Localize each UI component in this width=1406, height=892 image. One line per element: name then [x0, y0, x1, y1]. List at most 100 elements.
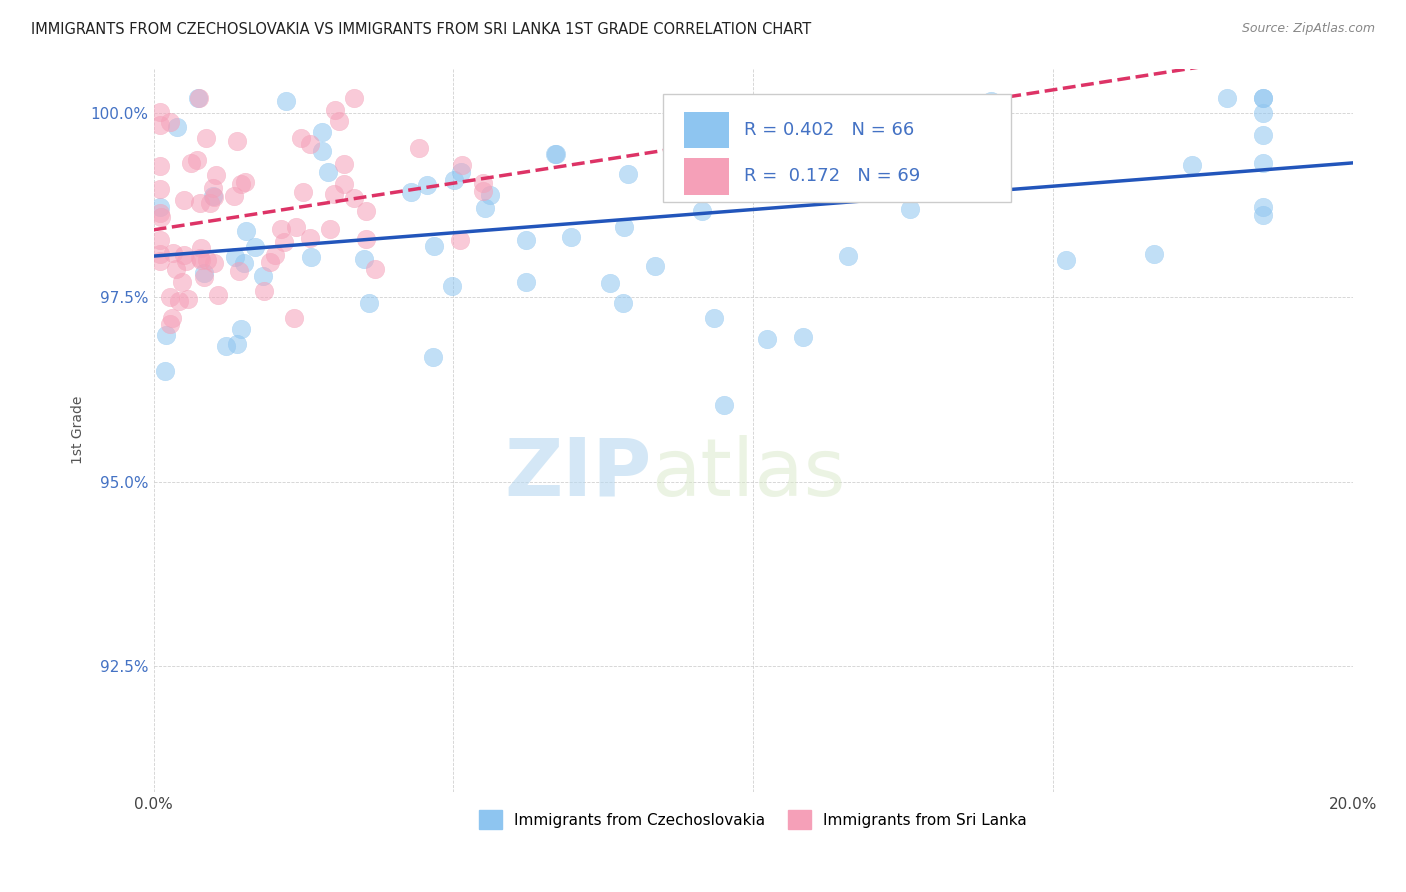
Point [149, 159, 172, 173]
Point [173, 247, 195, 261]
Point [270, 221, 292, 235]
Point [723, 154, 745, 169]
Y-axis label: 1st Grade: 1st Grade [72, 396, 86, 465]
Point [441, 278, 464, 293]
Point [232, 256, 254, 270]
Point [408, 141, 430, 155]
Point [332, 157, 354, 171]
Point [703, 310, 725, 325]
Point [1054, 252, 1077, 267]
Point [1251, 156, 1274, 170]
Point [837, 248, 859, 262]
Point [443, 173, 465, 187]
Point [900, 202, 922, 217]
Point [188, 251, 211, 265]
Point [343, 192, 366, 206]
Point [149, 233, 172, 247]
Point [165, 261, 187, 276]
Point [713, 398, 735, 412]
Point [354, 232, 377, 246]
Point [202, 181, 225, 195]
Point [515, 275, 537, 289]
Point [1251, 200, 1274, 214]
Point [323, 186, 346, 201]
Point [222, 188, 245, 202]
Point [166, 120, 188, 135]
Point [215, 338, 238, 352]
Point [879, 124, 901, 138]
Point [1251, 105, 1274, 120]
Point [450, 164, 472, 178]
Point [299, 250, 322, 264]
Point [149, 118, 172, 132]
Point [1251, 91, 1274, 105]
Point [273, 235, 295, 250]
Point [354, 203, 377, 218]
Point [880, 178, 903, 193]
Point [187, 91, 209, 105]
Point [612, 296, 634, 310]
Point [159, 291, 181, 305]
Point [190, 241, 212, 255]
Point [980, 94, 1002, 108]
Point [228, 263, 250, 277]
Point [1143, 247, 1166, 261]
Point [193, 267, 215, 281]
Point [325, 103, 347, 117]
Point [422, 350, 444, 364]
Point [202, 256, 225, 270]
Point [225, 336, 247, 351]
Point [422, 239, 444, 253]
Point [299, 137, 322, 152]
Point [449, 233, 471, 247]
Point [205, 168, 228, 182]
Point [173, 193, 195, 207]
Point [259, 255, 281, 269]
Point [311, 125, 333, 139]
Point [224, 250, 246, 264]
Point [193, 270, 215, 285]
Point [299, 231, 322, 245]
Point [399, 185, 422, 199]
FancyBboxPatch shape [683, 112, 730, 148]
Point [252, 268, 274, 283]
Point [202, 190, 225, 204]
Point [319, 222, 342, 236]
Point [180, 155, 202, 169]
Point [225, 135, 247, 149]
Point [333, 177, 356, 191]
Point [149, 200, 172, 214]
Text: ZIP: ZIP [503, 434, 651, 513]
Point [472, 184, 495, 198]
Point [187, 91, 209, 105]
Point [644, 259, 666, 273]
Point [186, 153, 208, 168]
Point [195, 252, 218, 267]
Point [149, 246, 172, 260]
Point [318, 165, 340, 179]
Point [1251, 208, 1274, 222]
Point [754, 145, 776, 160]
Point [560, 229, 582, 244]
Point [283, 310, 305, 325]
Point [276, 95, 298, 109]
Point [167, 294, 190, 309]
Point [233, 175, 256, 189]
Point [599, 276, 621, 290]
Point [616, 167, 638, 181]
Point [479, 188, 502, 202]
Point [546, 146, 568, 161]
Point [1216, 91, 1239, 105]
FancyBboxPatch shape [683, 159, 730, 194]
Point [515, 233, 537, 247]
Point [153, 363, 176, 377]
Point [357, 296, 380, 310]
Point [235, 224, 257, 238]
Legend: Immigrants from Czechoslovakia, Immigrants from Sri Lanka: Immigrants from Czechoslovakia, Immigran… [472, 804, 1033, 835]
Point [292, 185, 315, 199]
Point [1251, 91, 1274, 105]
Point [253, 284, 276, 298]
Point [858, 178, 880, 192]
Point [174, 253, 197, 268]
Point [792, 329, 814, 343]
